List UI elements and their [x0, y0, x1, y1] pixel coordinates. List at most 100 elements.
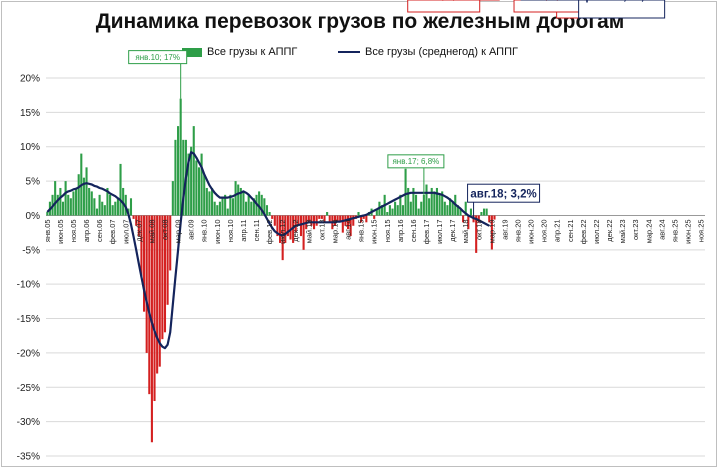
bar: [59, 187, 62, 216]
bar: [163, 215, 167, 333]
bar: [380, 205, 384, 216]
bar: [67, 194, 70, 216]
bar: [375, 208, 378, 216]
bar: [276, 215, 279, 237]
bar: [360, 215, 363, 223]
bar: [64, 181, 67, 216]
bar: [224, 194, 227, 216]
bar: [425, 184, 428, 216]
bar: [260, 194, 263, 216]
bar: [318, 215, 321, 219]
bar: [396, 205, 399, 216]
chart-legend: Все грузы к АППГ Все грузы (среднегод) к…: [0, 46, 720, 64]
bar: [467, 215, 470, 230]
bar: [229, 194, 232, 216]
bar: [394, 201, 397, 216]
bar: [150, 215, 153, 443]
bar: [459, 208, 462, 216]
bar: [135, 215, 138, 226]
bar: [226, 208, 229, 216]
bar: [231, 198, 235, 216]
bar: [438, 194, 441, 216]
x-tick-label: сен.11: [252, 219, 261, 241]
bar: [328, 215, 331, 223]
x-tick-label: дек.17: [448, 219, 457, 241]
bar: [443, 201, 446, 216]
y-tick-label: -5%: [22, 245, 40, 256]
bar: [307, 215, 310, 223]
bar: [341, 215, 344, 233]
x-tick-label: май.23: [618, 219, 627, 243]
x-tick-label: апр.06: [82, 219, 91, 242]
y-tick-label: -35%: [17, 452, 40, 463]
x-tick-label: сен.21: [566, 219, 575, 242]
bar: [469, 208, 472, 216]
x-tick-label: янв.25: [670, 219, 679, 242]
bar: [187, 153, 190, 216]
bar: [386, 212, 389, 216]
bar: [441, 191, 444, 216]
x-tick-label: июл.17: [435, 219, 444, 243]
bar: [420, 201, 423, 216]
x-tick-label: июл.12: [278, 219, 287, 243]
bar: [399, 194, 402, 216]
x-tick-label: ноя.15: [383, 219, 392, 242]
bar: [132, 215, 135, 219]
bar: [203, 174, 206, 216]
legend-bar-swatch: [182, 47, 202, 57]
annotation-box: [387, 154, 445, 169]
bar: [119, 163, 122, 216]
bar: [166, 215, 169, 305]
x-tick-label: июн.20: [527, 219, 536, 243]
bar: [433, 191, 436, 216]
bar: [153, 215, 156, 402]
bar: [428, 198, 431, 216]
bar: [195, 160, 198, 216]
bar: [116, 198, 119, 216]
bar: [302, 215, 305, 250]
bar: [482, 208, 486, 216]
bar: [213, 201, 216, 216]
x-tick-label: дек.22: [605, 219, 614, 241]
x-tick-label: мар.09: [174, 219, 183, 243]
bar: [200, 153, 203, 216]
x-tick-label: ноя.20: [540, 219, 549, 242]
bar: [72, 191, 75, 216]
x-tick-label: окт.23: [631, 219, 640, 240]
annotation-label: янв.20; -4,95%: [523, 0, 574, 2]
bar: [284, 215, 287, 243]
bar: [156, 215, 159, 374]
annotation-label: янв.10; 17%: [135, 53, 180, 62]
x-tick-label: дек.12: [291, 219, 300, 241]
series-line: [46, 151, 490, 350]
annotation-label: июн.19; -5,45%: [418, 0, 471, 2]
bar: [488, 215, 491, 223]
x-tick-label: янв.15: [357, 219, 366, 242]
bar: [320, 215, 323, 219]
bar: [409, 201, 412, 216]
bar: [451, 201, 454, 216]
bar: [412, 187, 415, 216]
bar: [310, 215, 313, 226]
bar: [161, 215, 164, 340]
bar: [247, 194, 250, 216]
bar: [289, 215, 292, 240]
x-tick-label: янв.20: [514, 219, 523, 242]
bar: [106, 187, 109, 216]
bar: [456, 205, 459, 216]
bar: [234, 181, 237, 216]
bar: [197, 167, 201, 216]
x-tick-label: май.18: [461, 219, 470, 243]
y-tick-label: -20%: [17, 348, 40, 359]
bar: [299, 215, 303, 237]
bar: [85, 167, 88, 216]
bar: [82, 177, 85, 216]
bar: [143, 215, 146, 312]
bar: [145, 215, 148, 353]
annotation-label: янв.17; 6,8%: [392, 157, 439, 166]
y-tick-label: -25%: [17, 383, 40, 394]
x-tick-label: ноя.05: [69, 219, 78, 242]
bar: [61, 201, 65, 216]
bar: [279, 215, 282, 243]
